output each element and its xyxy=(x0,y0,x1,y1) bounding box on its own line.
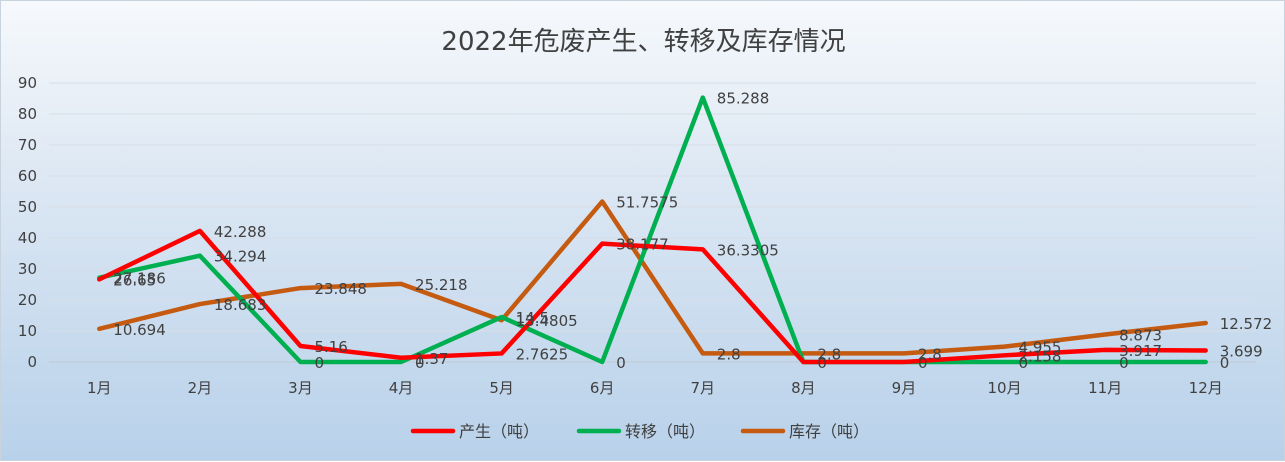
data-label: 0 xyxy=(1119,354,1129,372)
x-tick-label: 9月 xyxy=(892,379,917,397)
y-tick-label: 0 xyxy=(27,353,37,371)
data-label: 10.694 xyxy=(113,321,165,339)
data-label: 13.4805 xyxy=(516,312,578,330)
data-label: 2.7625 xyxy=(516,345,569,363)
data-label: 0 xyxy=(1220,354,1230,372)
legend: 产生（吨） 转移（吨） 库存（吨） xyxy=(410,422,869,441)
data-label: 23.848 xyxy=(314,280,367,298)
data-label: 1.37 xyxy=(415,350,448,368)
data-label: 0 xyxy=(817,354,827,372)
data-label: 4.955 xyxy=(1019,339,1062,357)
data-label: 25.218 xyxy=(415,276,468,294)
data-label: 18.683 xyxy=(214,296,267,314)
x-tick-label: 11月 xyxy=(1088,379,1122,397)
series-line xyxy=(97,95,1208,365)
data-label: 2.158 xyxy=(1019,347,1062,365)
data-label: 42.288 xyxy=(214,223,267,241)
data-label: 12.572 xyxy=(1220,315,1273,333)
data-label: 26.65 xyxy=(113,271,156,289)
y-tick-label: 80 xyxy=(18,105,37,123)
data-label: 36.3305 xyxy=(717,241,779,259)
x-tick-label: 8月 xyxy=(791,379,816,397)
series-line xyxy=(97,228,1208,365)
x-tick-label: 4月 xyxy=(389,379,414,397)
x-tick-label: 6月 xyxy=(590,379,615,397)
y-tick-label: 40 xyxy=(18,229,37,247)
x-tick-label: 5月 xyxy=(489,379,514,397)
y-tick-label: 90 xyxy=(18,74,37,92)
legend-label: 库存（吨） xyxy=(789,422,869,441)
chart-title: 2022年危废产生、转移及库存情况 xyxy=(441,27,846,57)
x-tick-label: 3月 xyxy=(288,379,313,397)
x-axis-ticks: 1月 2月 3月 4月 5月 6月 7月 8月 9月 10月 11月 12月 xyxy=(87,379,1223,397)
data-label: 0 xyxy=(918,354,928,372)
legend-label: 转移（吨） xyxy=(625,422,705,441)
legend-label: 产生（吨） xyxy=(459,422,539,441)
x-tick-label: 10月 xyxy=(987,379,1021,397)
y-axis-ticks: 0 10 20 30 40 50 60 70 80 90 xyxy=(18,74,37,371)
data-label: 5.16 xyxy=(314,338,347,356)
data-label: 0 xyxy=(616,354,626,372)
series-line xyxy=(97,199,1208,356)
series-lines xyxy=(97,95,1208,365)
y-tick-label: 20 xyxy=(18,291,37,309)
data-label: 0 xyxy=(1019,354,1029,372)
data-label: 14.5 xyxy=(516,309,549,327)
x-tick-label: 2月 xyxy=(188,379,213,397)
data-label: 2.8 xyxy=(717,345,741,363)
data-label: 3.699 xyxy=(1220,343,1263,361)
y-tick-label: 60 xyxy=(18,167,37,185)
data-label: 2.8 xyxy=(817,345,841,363)
data-label: 0 xyxy=(415,354,425,372)
data-label: 34.294 xyxy=(214,248,267,266)
data-label: 3.917 xyxy=(1119,342,1162,360)
data-label: 38.177 xyxy=(616,236,669,254)
y-tick-label: 10 xyxy=(18,322,37,340)
data-label: 27.186 xyxy=(113,270,165,288)
data-label: 51.7575 xyxy=(616,194,678,212)
data-label: 8.873 xyxy=(1119,326,1162,344)
x-tick-label: 12月 xyxy=(1189,379,1223,397)
data-label: 2.8 xyxy=(918,345,942,363)
y-tick-label: 30 xyxy=(18,260,37,278)
data-label: 85.288 xyxy=(717,90,770,108)
data-label: 0 xyxy=(314,354,324,372)
y-tick-label: 70 xyxy=(18,136,37,154)
y-tick-label: 50 xyxy=(18,198,37,216)
data-labels: 26.65 42.288 5.16 1.37 2.7625 38.177 36.3305 2.… xyxy=(113,90,1272,372)
x-tick-label: 7月 xyxy=(691,379,716,397)
x-tick-label: 1月 xyxy=(87,379,112,397)
